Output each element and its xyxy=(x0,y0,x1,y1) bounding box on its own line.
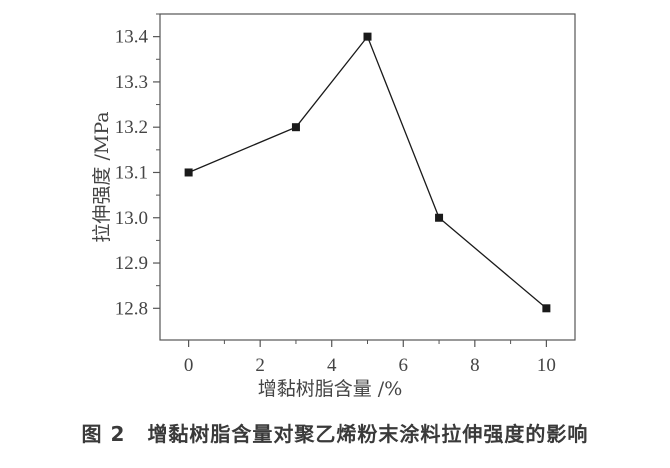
data-point xyxy=(291,123,300,132)
x-tick-label: 6 xyxy=(399,355,409,376)
y-tick-label: 13.3 xyxy=(115,72,148,93)
y-axis-title: 拉伸强度 /MPa xyxy=(91,111,113,242)
data-series xyxy=(184,32,551,313)
figure-caption: 图 2 增黏树脂含量对聚乙烯粉末涂料拉伸强度的影响 xyxy=(0,418,670,447)
figure-number: 图 2 xyxy=(81,422,126,446)
data-point xyxy=(542,304,551,313)
y-tick-label: 13.1 xyxy=(115,162,148,183)
series-line xyxy=(188,35,547,309)
x-tick-label: 8 xyxy=(470,355,480,376)
x-axis-ticks: 0 2 4 6 8 10 xyxy=(184,340,556,376)
x-tick-label: 10 xyxy=(537,355,556,376)
x-tick-label: 2 xyxy=(255,355,265,376)
data-point xyxy=(184,168,193,177)
y-axis-ticks: 12.8 12.9 13.0 13.1 13.2 13.3 13.4 xyxy=(115,13,160,319)
data-point xyxy=(363,32,372,41)
y-tick-label: 13.0 xyxy=(115,208,148,229)
figure-caption-text: 增黏树脂含量对聚乙烯粉末涂料拉伸强度的影响 xyxy=(147,422,589,446)
plot-frame xyxy=(159,13,576,341)
y-tick-label: 13.2 xyxy=(115,117,148,138)
chart: 0 2 4 6 8 10 12.8 12.9 13.0 13.1 13.2 13.3 13.4 增黏树… xyxy=(91,13,576,400)
x-axis-title: 增黏树脂含量 /% xyxy=(258,378,403,400)
y-tick-label: 12.8 xyxy=(115,298,148,319)
x-tick-label: 0 xyxy=(184,355,194,376)
y-tick-label: 12.9 xyxy=(115,253,148,274)
x-tick-label: 4 xyxy=(327,355,337,376)
y-tick-label: 13.4 xyxy=(115,27,149,48)
data-point xyxy=(435,213,444,222)
